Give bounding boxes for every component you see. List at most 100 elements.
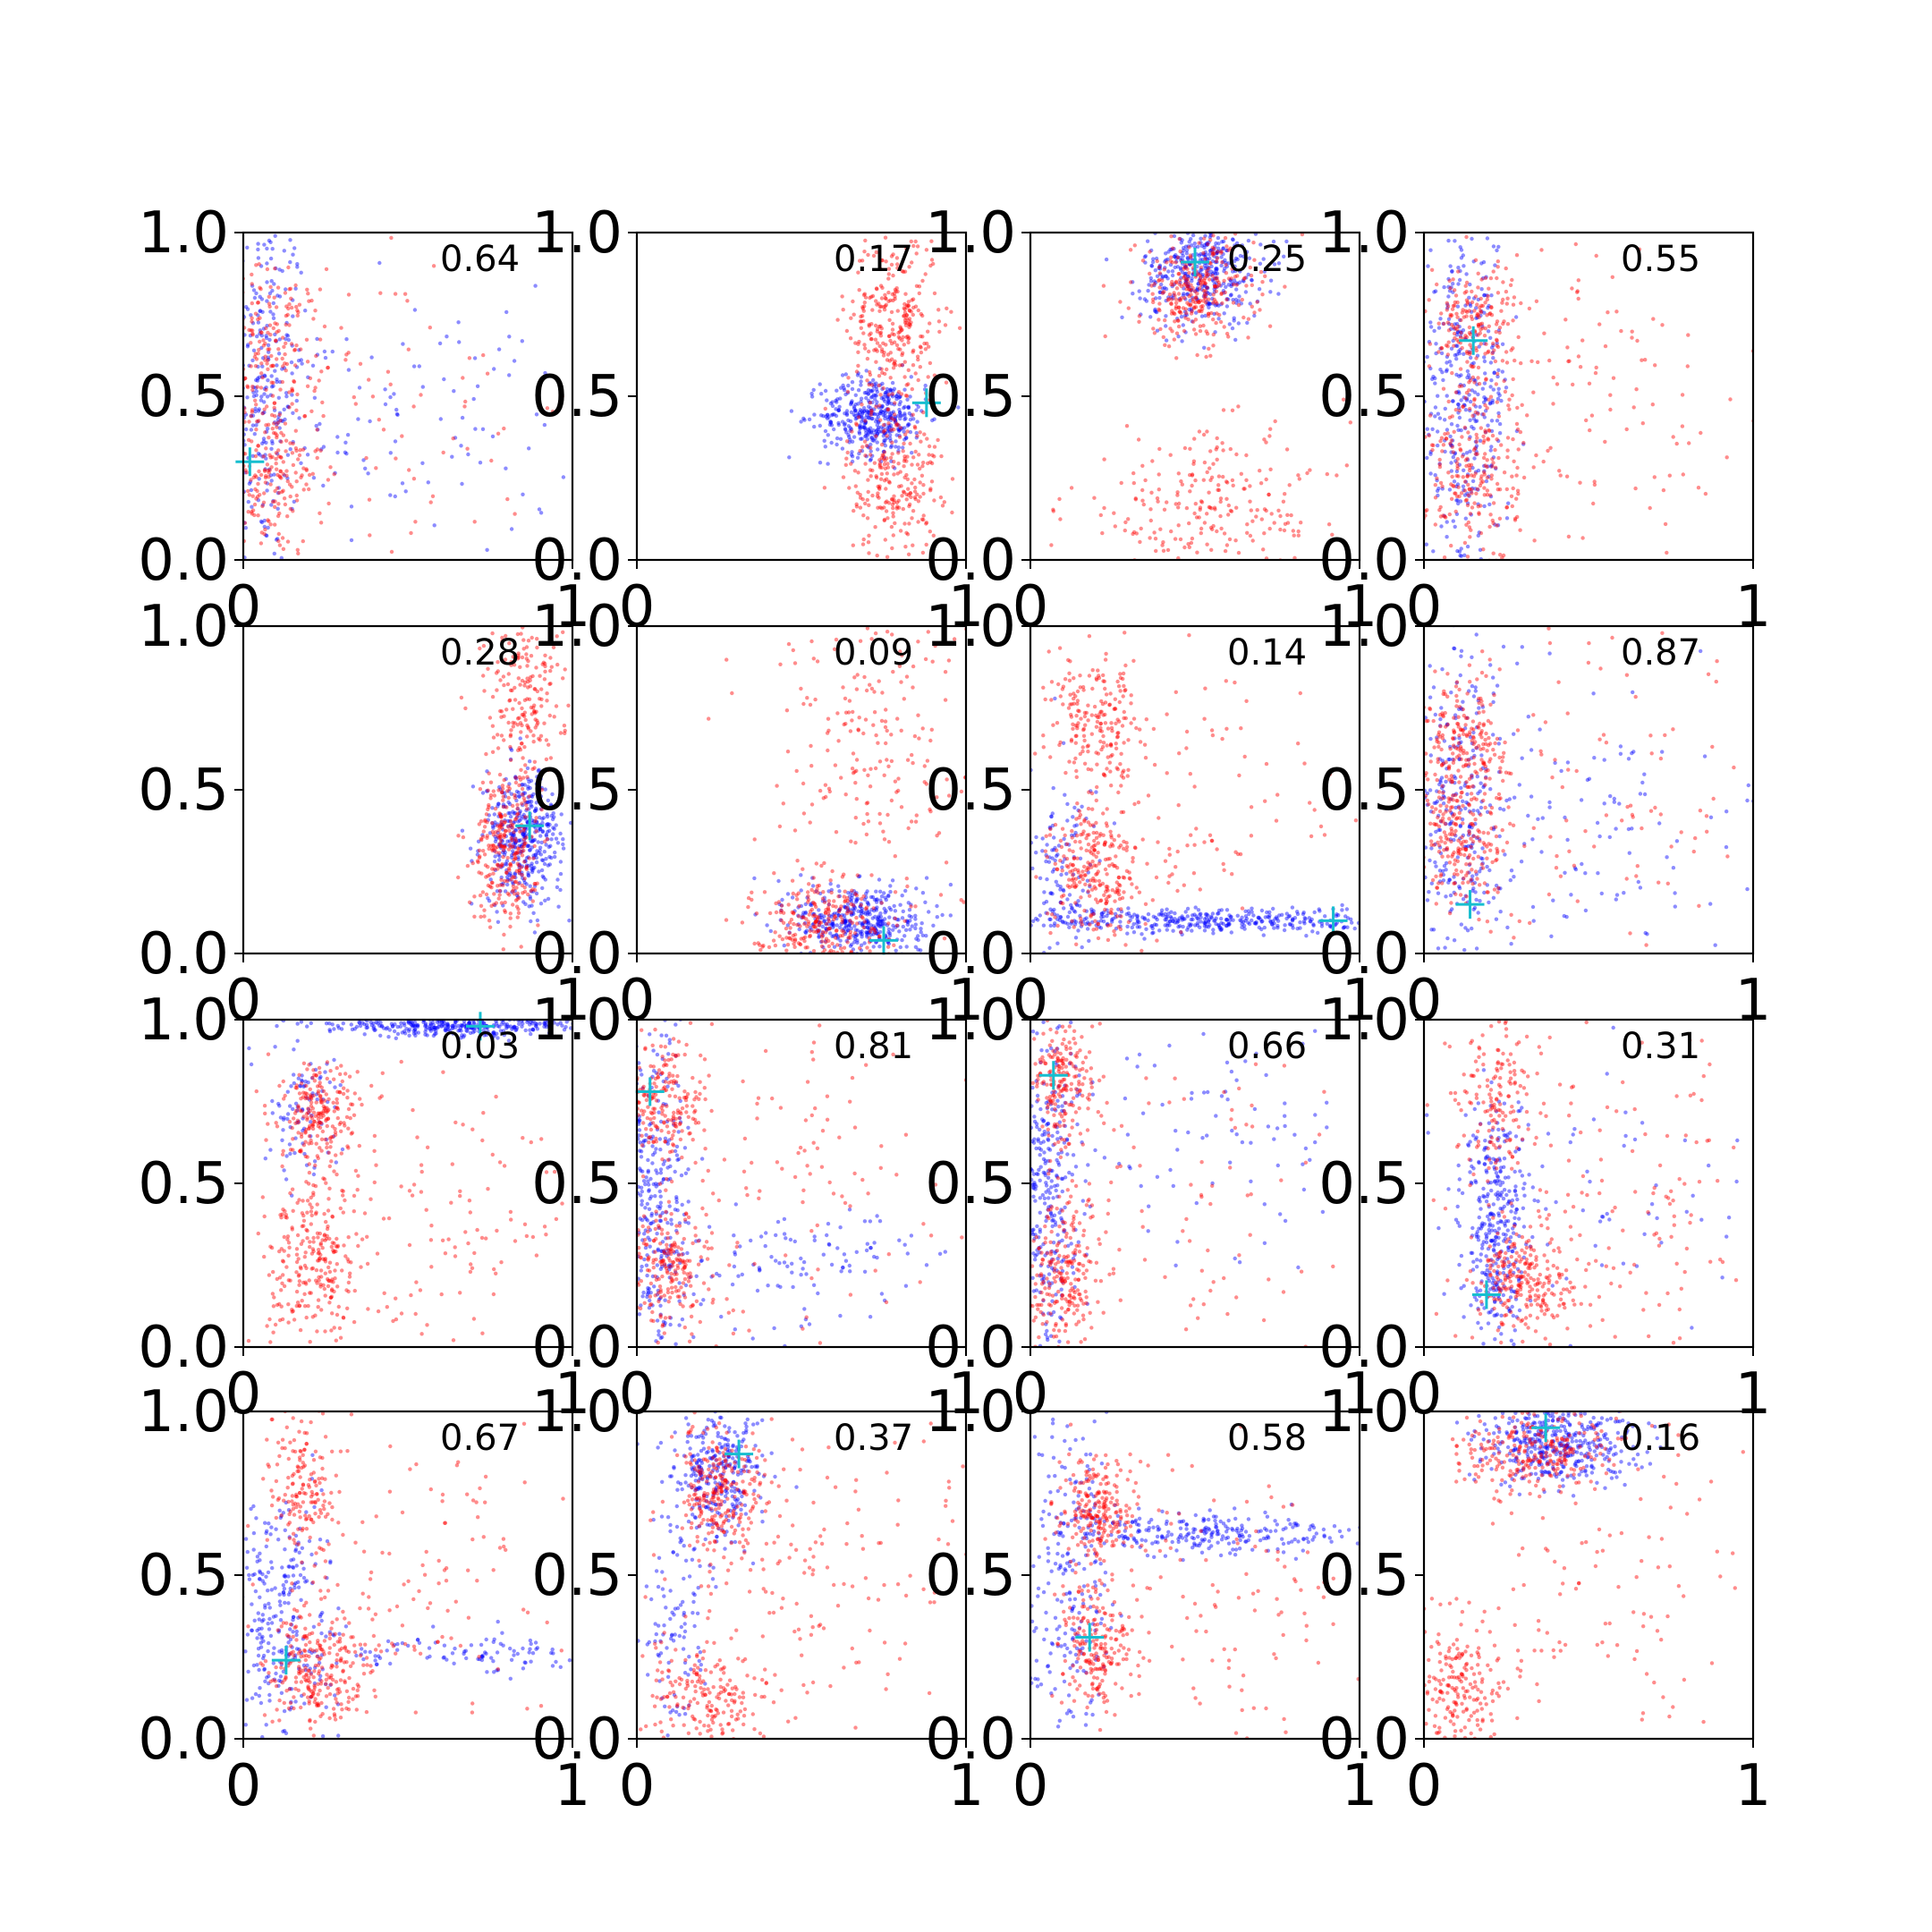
- point: [1148, 536, 1152, 540]
- point: [520, 873, 524, 877]
- point: [1251, 241, 1256, 245]
- point: [1496, 455, 1501, 461]
- point: [282, 496, 287, 501]
- point: [511, 875, 515, 879]
- point: [1449, 363, 1453, 368]
- point: [1457, 549, 1462, 554]
- point: [268, 256, 274, 261]
- point: [475, 384, 480, 388]
- point: [513, 840, 518, 844]
- point: [1228, 293, 1233, 298]
- point: [261, 356, 266, 360]
- point: [937, 329, 942, 335]
- point: [250, 282, 254, 286]
- point: [532, 709, 537, 714]
- point: [1463, 426, 1468, 431]
- point: [460, 828, 465, 833]
- point: [772, 871, 776, 876]
- point: [888, 438, 893, 444]
- point: [1438, 504, 1443, 510]
- point: [1216, 280, 1221, 285]
- point: [290, 386, 294, 391]
- point: [860, 402, 864, 407]
- point: [504, 776, 508, 782]
- point: [253, 453, 258, 459]
- point: [500, 822, 505, 827]
- point: [876, 922, 881, 927]
- point: [271, 380, 275, 386]
- point: [898, 416, 902, 421]
- point: [883, 430, 887, 435]
- point: [943, 323, 948, 327]
- point: [1455, 548, 1460, 554]
- point: [864, 412, 869, 417]
- point: [852, 889, 856, 894]
- point: [919, 345, 923, 350]
- point: [1495, 275, 1499, 281]
- y-tick-label: 0.5: [138, 364, 229, 430]
- point: [515, 723, 520, 727]
- point: [873, 926, 877, 930]
- point: [918, 344, 923, 349]
- point: [1445, 436, 1449, 441]
- point: [494, 836, 498, 842]
- point: [1185, 276, 1191, 281]
- point: [521, 891, 525, 895]
- point: [306, 292, 310, 296]
- point: [521, 814, 525, 819]
- point: [870, 928, 875, 933]
- point: [1208, 466, 1212, 470]
- point: [867, 349, 871, 354]
- point: [1475, 411, 1480, 415]
- point: [1505, 322, 1511, 326]
- point: [514, 851, 519, 856]
- point: [894, 948, 898, 953]
- point: [878, 330, 884, 335]
- point: [1457, 325, 1462, 329]
- point: [521, 842, 527, 846]
- point: [1483, 326, 1488, 331]
- point: [262, 407, 267, 411]
- point: [321, 413, 326, 419]
- point: [299, 270, 303, 275]
- point: [879, 409, 884, 414]
- point: [1196, 288, 1200, 292]
- point: [480, 890, 486, 894]
- point: [1476, 487, 1480, 492]
- plus-marker: [1459, 326, 1488, 355]
- point: [913, 485, 918, 490]
- point: [525, 800, 530, 805]
- point: [895, 923, 900, 928]
- point: [1272, 262, 1277, 267]
- point: [1208, 256, 1212, 261]
- point: [844, 906, 850, 911]
- point: [273, 332, 277, 337]
- point: [859, 436, 863, 441]
- point: [477, 870, 481, 875]
- point: [882, 462, 887, 467]
- point: [245, 395, 250, 400]
- point: [497, 893, 502, 897]
- point: [508, 733, 513, 737]
- point: [1479, 277, 1484, 282]
- point: [1221, 281, 1226, 286]
- point: [250, 510, 254, 514]
- point: [1450, 444, 1454, 448]
- point: [1449, 496, 1454, 501]
- point: [1164, 286, 1169, 292]
- point: [877, 919, 881, 924]
- point: [513, 892, 517, 896]
- point: [886, 426, 890, 430]
- point: [857, 424, 862, 428]
- point: [278, 419, 283, 423]
- point: [269, 412, 275, 418]
- point: [1224, 304, 1230, 309]
- point: [902, 441, 906, 446]
- point: [1476, 376, 1480, 380]
- point: [250, 439, 254, 444]
- point: [838, 907, 843, 911]
- point: [531, 911, 536, 915]
- point: [528, 675, 533, 680]
- point: [1241, 279, 1246, 284]
- point: [842, 387, 847, 393]
